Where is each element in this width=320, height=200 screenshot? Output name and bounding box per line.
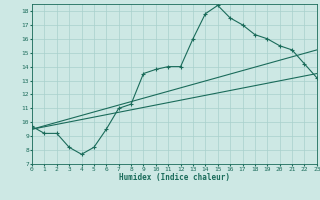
X-axis label: Humidex (Indice chaleur): Humidex (Indice chaleur) (119, 173, 230, 182)
